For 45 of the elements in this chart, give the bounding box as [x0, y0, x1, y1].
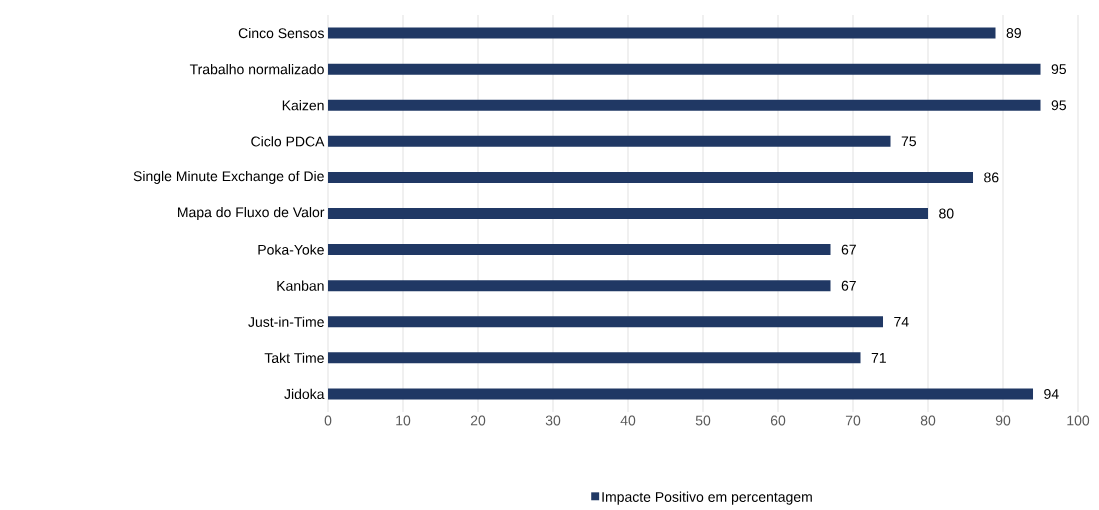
data-label: 67 [841, 244, 856, 255]
bar [328, 244, 831, 256]
data-label: 86 [984, 172, 999, 183]
data-label: 89 [1006, 28, 1021, 38]
data-label: 94 [1044, 388, 1059, 399]
y-tick-label: Single Minute Exchange of Die [133, 170, 324, 184]
y-tick-label: Poka-Yoke [258, 244, 324, 255]
bar [328, 99, 1041, 111]
legend-label: Impacte Positivo em percentagem [602, 491, 812, 505]
x-tick-label: 60 [770, 415, 786, 426]
x-tick-label: 100 [1067, 415, 1090, 426]
bar [328, 208, 929, 219]
y-tick-label: Kaizen [282, 100, 324, 111]
x-tick-label: 30 [545, 415, 561, 426]
bar [328, 280, 831, 292]
bar [328, 316, 884, 328]
data-label: 95 [1051, 64, 1067, 75]
y-tick-label: Mapa do Fluxo de Valor [178, 206, 325, 221]
x-tick-label: 20 [470, 415, 486, 426]
bar [328, 388, 1034, 400]
bar [328, 352, 861, 364]
y-tick-label: Trabalho normalizado [189, 64, 324, 75]
bar [328, 171, 974, 183]
data-label: 71 [871, 353, 886, 363]
data-label: 80 [939, 208, 954, 219]
data-label: 67 [841, 280, 856, 291]
y-tick-label: Kanban [277, 280, 324, 291]
y-tick-label: Takt Time [264, 352, 324, 364]
x-tick-label: 90 [995, 415, 1011, 426]
x-tick-label: 50 [695, 415, 711, 426]
y-tick-label: Just-in-Time [248, 316, 324, 327]
data-label: 95 [1051, 100, 1067, 111]
data-label: 75 [901, 136, 917, 147]
bar [328, 63, 1041, 75]
y-tick-label: Cinco Sensos [238, 27, 324, 39]
y-tick-label: Ciclo PDCA [251, 136, 325, 147]
y-tick-label: Jidoka [284, 388, 325, 400]
x-tick-label: 40 [620, 415, 636, 426]
x-tick-label: 80 [920, 415, 936, 426]
bar [328, 135, 891, 147]
bar [328, 27, 996, 39]
data-label: 74 [894, 316, 909, 327]
x-tick-label: 70 [845, 415, 861, 426]
x-tick-label: 10 [396, 415, 411, 426]
x-tick-label: 0 [324, 415, 332, 426]
